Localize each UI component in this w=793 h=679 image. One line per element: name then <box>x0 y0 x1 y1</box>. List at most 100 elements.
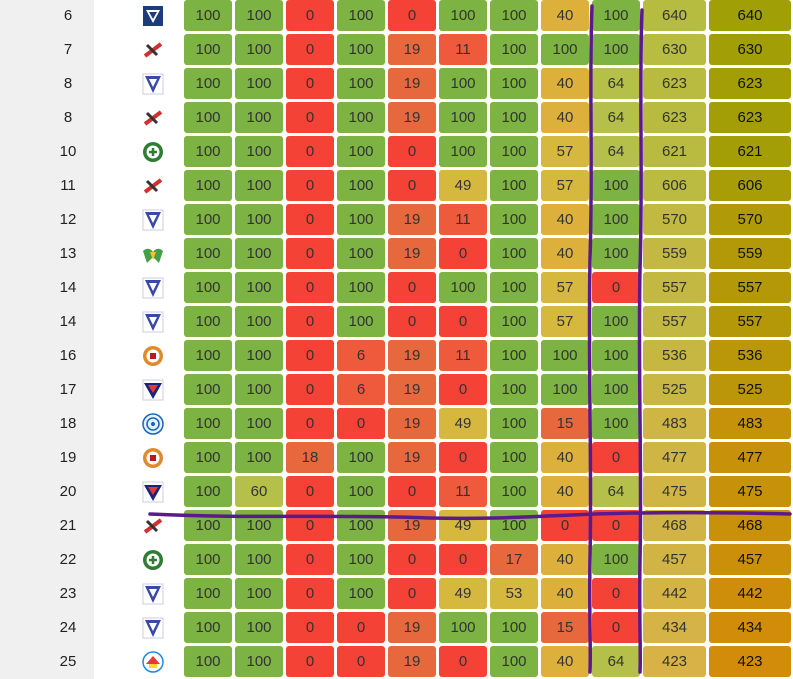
score-cell: 100 <box>337 578 385 609</box>
score-cell: 100 <box>235 238 283 269</box>
score-cell: 0 <box>286 612 334 643</box>
score-cell: 19 <box>388 204 436 235</box>
table-row: 11 100 100 0 100 0 49 100 57 100 606 606 <box>0 169 793 203</box>
score-cell: 100 <box>490 68 538 99</box>
rank-column <box>0 135 94 169</box>
score-cell: 100 <box>541 34 589 65</box>
score-cell: 100 <box>235 408 283 439</box>
rank-column <box>0 373 94 407</box>
score-cell: 11 <box>439 204 487 235</box>
rank-column <box>0 339 94 373</box>
rank-number: 17 <box>59 381 77 398</box>
score-cell: 0 <box>286 510 334 541</box>
sum-cell: 623 <box>643 68 706 99</box>
pennant-icon <box>142 617 164 639</box>
score-cell: 19 <box>388 34 436 65</box>
score-cell: 40 <box>541 646 589 677</box>
score-cell: 11 <box>439 476 487 507</box>
score-cell: 0 <box>439 374 487 405</box>
logo-column <box>94 509 182 543</box>
score-cell: 100 <box>184 102 232 133</box>
sum-cell: 434 <box>643 612 706 643</box>
score-cell: 40 <box>541 0 589 31</box>
score-cell: 100 <box>337 136 385 167</box>
score-cell: 100 <box>184 170 232 201</box>
score-cell: 64 <box>592 68 640 99</box>
score-cell: 100 <box>184 374 232 405</box>
total-score-cell: 536 <box>709 340 791 371</box>
total-score-cell: 557 <box>709 306 791 337</box>
logo-column <box>94 577 182 611</box>
score-cell: 100 <box>439 102 487 133</box>
score-cell: 100 <box>490 374 538 405</box>
score-cell: 0 <box>286 578 334 609</box>
score-cell: 100 <box>235 102 283 133</box>
score-cell: 57 <box>541 170 589 201</box>
rank-column <box>0 67 94 101</box>
score-cell: 100 <box>235 0 283 31</box>
score-cell: 100 <box>439 0 487 31</box>
logo-column <box>94 305 182 339</box>
score-cell: 0 <box>286 170 334 201</box>
score-cell: 15 <box>541 408 589 439</box>
pennant-icon <box>142 73 164 95</box>
rank-column <box>0 33 94 67</box>
logo-column <box>94 407 182 441</box>
medal-icon <box>142 447 164 469</box>
sum-cell: 483 <box>643 408 706 439</box>
rank-column <box>0 645 94 679</box>
score-cell: 0 <box>286 102 334 133</box>
score-cell: 0 <box>439 646 487 677</box>
total-score-cell: 434 <box>709 612 791 643</box>
rank-column <box>0 237 94 271</box>
rank-number: 7 <box>63 41 73 58</box>
rank-number: 24 <box>59 619 77 636</box>
score-cell: 100 <box>184 136 232 167</box>
score-cell: 100 <box>490 476 538 507</box>
sum-cell: 640 <box>643 0 706 31</box>
score-cell: 6 <box>337 340 385 371</box>
sum-cell: 442 <box>643 578 706 609</box>
score-cell: 100 <box>235 170 283 201</box>
score-cell: 0 <box>286 0 334 31</box>
score-cell: 40 <box>541 238 589 269</box>
score-cell: 100 <box>592 238 640 269</box>
sum-cell: 557 <box>643 272 706 303</box>
score-cell: 49 <box>439 408 487 439</box>
score-cell: 100 <box>592 306 640 337</box>
score-cell: 40 <box>541 102 589 133</box>
pennant-icon <box>142 583 164 605</box>
score-cell: 0 <box>286 136 334 167</box>
sum-cell: 457 <box>643 544 706 575</box>
table-row: 14 100 100 0 100 0 0 100 57 100 557 557 <box>0 305 793 339</box>
score-cell: 49 <box>439 578 487 609</box>
score-cell: 0 <box>439 306 487 337</box>
score-cell: 100 <box>235 544 283 575</box>
total-score-cell: 525 <box>709 374 791 405</box>
score-cell: 100 <box>490 34 538 65</box>
score-cell: 100 <box>235 612 283 643</box>
medal-icon <box>142 345 164 367</box>
score-cell: 100 <box>490 408 538 439</box>
score-cell: 100 <box>184 408 232 439</box>
score-cell: 100 <box>235 306 283 337</box>
score-cell: 0 <box>286 68 334 99</box>
logo-column <box>94 203 182 237</box>
score-cell: 0 <box>388 306 436 337</box>
logo-column <box>94 611 182 645</box>
sum-cell: 468 <box>643 510 706 541</box>
rank-column <box>0 509 94 543</box>
rank-number: 6 <box>63 7 73 24</box>
rank-column <box>0 577 94 611</box>
logo-column <box>94 237 182 271</box>
score-cell: 19 <box>388 340 436 371</box>
score-cell: 100 <box>337 272 385 303</box>
score-cell: 100 <box>337 510 385 541</box>
score-cell: 100 <box>592 170 640 201</box>
score-cell: 0 <box>337 408 385 439</box>
total-score-cell: 630 <box>709 34 791 65</box>
score-cell: 19 <box>388 374 436 405</box>
logo-column <box>94 0 182 33</box>
score-cell: 64 <box>592 136 640 167</box>
